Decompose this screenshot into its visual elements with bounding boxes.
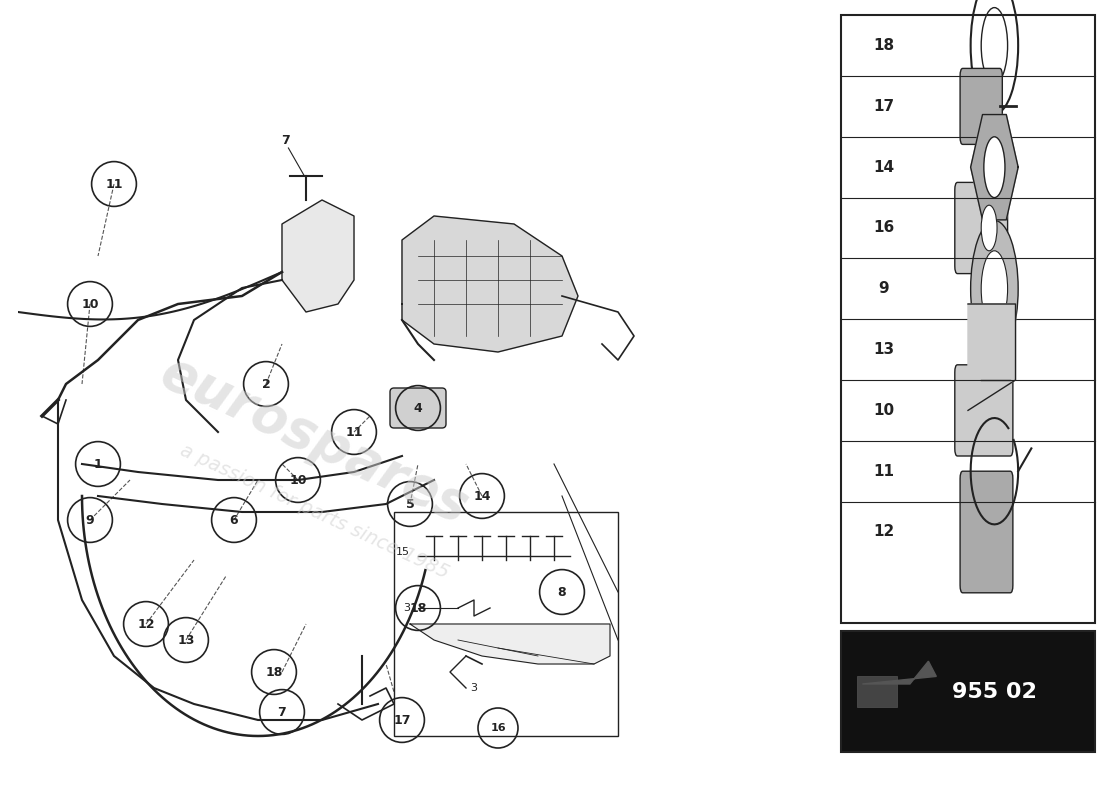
- Polygon shape: [402, 216, 578, 352]
- Text: 3: 3: [403, 603, 410, 613]
- Circle shape: [983, 137, 1005, 198]
- Text: a passion for parts since 1985: a passion for parts since 1985: [176, 441, 451, 583]
- Text: 14: 14: [873, 160, 894, 174]
- Text: 10: 10: [873, 403, 894, 418]
- Text: eurospares: eurospares: [152, 346, 476, 534]
- Text: 15: 15: [396, 547, 410, 557]
- Text: 8: 8: [558, 586, 566, 598]
- Text: 12: 12: [138, 618, 155, 630]
- FancyBboxPatch shape: [394, 512, 618, 736]
- Text: 18: 18: [873, 38, 894, 53]
- Text: 11: 11: [106, 178, 123, 190]
- Text: 1: 1: [94, 458, 102, 470]
- Circle shape: [981, 251, 1008, 327]
- Text: 3: 3: [471, 683, 477, 693]
- FancyBboxPatch shape: [857, 676, 896, 707]
- Text: 6: 6: [230, 514, 239, 526]
- Text: 17: 17: [394, 714, 410, 726]
- Text: 5: 5: [406, 498, 415, 510]
- Text: 7: 7: [282, 134, 290, 146]
- Text: 16: 16: [873, 221, 894, 235]
- Text: 9: 9: [86, 514, 95, 526]
- FancyBboxPatch shape: [960, 69, 1002, 145]
- FancyBboxPatch shape: [390, 388, 446, 428]
- Text: 9: 9: [878, 282, 889, 296]
- Circle shape: [970, 221, 1019, 357]
- Polygon shape: [410, 624, 610, 664]
- Text: 13: 13: [177, 634, 195, 646]
- Circle shape: [981, 206, 997, 250]
- FancyBboxPatch shape: [955, 365, 1013, 456]
- Text: 11: 11: [873, 464, 894, 478]
- FancyBboxPatch shape: [842, 15, 1094, 623]
- FancyBboxPatch shape: [955, 182, 1008, 274]
- Text: 10: 10: [81, 298, 99, 310]
- Polygon shape: [862, 661, 936, 684]
- Polygon shape: [282, 200, 354, 312]
- Text: 7: 7: [277, 706, 286, 718]
- FancyBboxPatch shape: [960, 471, 1013, 593]
- Polygon shape: [970, 114, 1019, 220]
- Text: 18: 18: [409, 602, 427, 614]
- Text: 13: 13: [873, 342, 894, 357]
- Text: 16: 16: [491, 723, 506, 733]
- Text: 10: 10: [289, 474, 307, 486]
- FancyBboxPatch shape: [842, 630, 1094, 752]
- Text: 2: 2: [262, 378, 271, 390]
- Text: 4: 4: [414, 402, 422, 414]
- Text: 14: 14: [473, 490, 491, 502]
- Text: 12: 12: [873, 525, 894, 539]
- Polygon shape: [968, 304, 1015, 410]
- Text: 955 02: 955 02: [952, 682, 1037, 702]
- Text: 18: 18: [265, 666, 283, 678]
- Text: 17: 17: [873, 99, 894, 114]
- Text: 11: 11: [345, 426, 363, 438]
